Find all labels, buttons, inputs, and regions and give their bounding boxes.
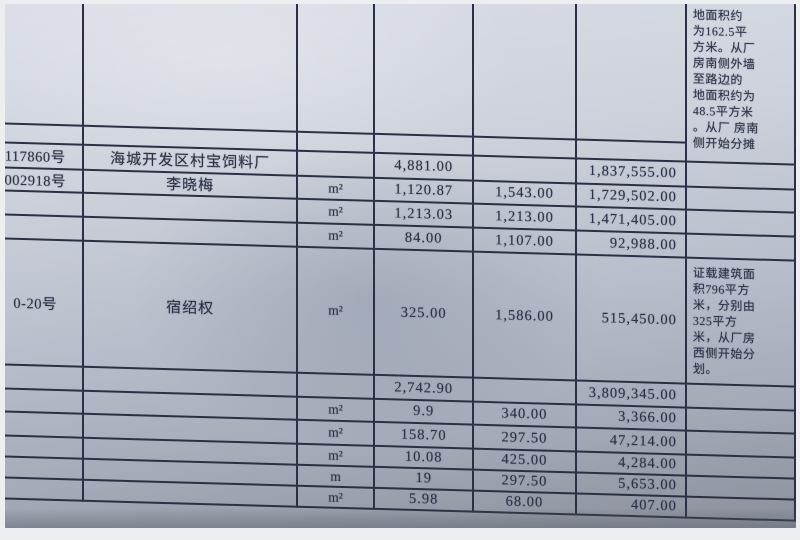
amount-cell: 47,214.00 bbox=[575, 427, 686, 455]
amount-cell: 4,284.00 bbox=[575, 451, 686, 476]
area-cell: 9.9 bbox=[374, 398, 474, 425]
area-cell: 158.70 bbox=[374, 421, 474, 449]
data-table: 地面积约 为162.5平 方米。从厂 房南侧外墙 至路边的 地面积约为 48.5平方米 。从厂… bbox=[5, 4, 796, 522]
area-cell: 1,213.03 bbox=[374, 200, 474, 228]
unit-cell: m² bbox=[296, 246, 375, 375]
empty-cell bbox=[296, 372, 375, 399]
amount-cell: 3,366.00 bbox=[575, 404, 686, 431]
empty-cell bbox=[5, 4, 84, 126]
empty-cell bbox=[5, 477, 84, 501]
certificate-no-cell: 0-20号 bbox=[5, 238, 84, 367]
empty-cell bbox=[685, 233, 795, 261]
empty-cell bbox=[685, 407, 795, 434]
area-cell: 84.00 bbox=[374, 224, 474, 252]
unit-cell: m² bbox=[296, 485, 375, 509]
amount-cell: 515,450.00 bbox=[575, 254, 686, 384]
empty-cell bbox=[473, 155, 576, 184]
unit-price-cell: 340.00 bbox=[473, 401, 576, 428]
amount-cell: 5,653.00 bbox=[575, 472, 686, 497]
table-skew-wrapper: 地面积约 为162.5平 方米。从厂 房南侧外墙 至路边的 地面积约为 48.5平方米 。从厂… bbox=[5, 4, 796, 522]
empty-cell bbox=[473, 377, 576, 405]
paper-bottom-shadow bbox=[5, 508, 796, 528]
area-cell: 1,120.87 bbox=[374, 177, 474, 204]
amount-cell: 1,729,502.00 bbox=[575, 183, 686, 210]
empty-cell bbox=[5, 411, 84, 438]
amount-cell: 92,988.00 bbox=[575, 230, 686, 258]
unit-cell: m² bbox=[296, 396, 375, 422]
empty-cell bbox=[685, 430, 795, 458]
owner-name-cell: 宿绍权 bbox=[83, 240, 297, 373]
unit-price-cell: 1,213.00 bbox=[473, 203, 576, 231]
empty-cell bbox=[685, 161, 795, 190]
empty-cell bbox=[5, 214, 84, 241]
area-cell: 325.00 bbox=[374, 248, 474, 378]
empty-cell bbox=[685, 383, 795, 411]
unit-price-cell: 1,586.00 bbox=[473, 251, 576, 381]
unit-cell: m² bbox=[296, 198, 375, 225]
empty-cell bbox=[685, 475, 795, 500]
certificate-no-cell: 117860号 bbox=[5, 142, 84, 170]
empty-cell bbox=[296, 131, 375, 153]
notes-cell: 地面积约 为162.5平 方米。从厂 房南侧外墙 至路边的 地面积约为 48.5平方米 。从厂… bbox=[685, 4, 795, 165]
empty-cell bbox=[296, 150, 375, 178]
empty-cell bbox=[5, 388, 84, 414]
unit-price-cell: 297.50 bbox=[473, 424, 576, 452]
empty-cell bbox=[5, 364, 84, 391]
area-cell: 4,881.00 bbox=[374, 152, 474, 181]
unit-price-cell: 1,543.00 bbox=[473, 180, 576, 207]
certificate-no-cell: 002918号 bbox=[5, 167, 84, 193]
unit-cell: m² bbox=[296, 222, 375, 249]
empty-cell bbox=[575, 4, 686, 143]
notes-cell: 证载建筑面 积796平方 米，分别由 325平方 米，从厂房 西侧开始分 划。 bbox=[685, 257, 795, 387]
table-body: 地面积约 为162.5平 方米。从厂 房南侧外墙 至路边的 地面积约为 48.5平方米 。从厂… bbox=[5, 4, 795, 521]
empty-cell bbox=[685, 186, 795, 213]
unit-price-cell: 297.50 bbox=[473, 469, 576, 494]
empty-cell bbox=[685, 454, 795, 479]
document-paper: 地面积约 为162.5平 方米。从厂 房南侧外墙 至路边的 地面积约为 48.5平方米 。从厂… bbox=[5, 4, 796, 528]
empty-cell bbox=[473, 4, 576, 140]
unit-cell: m² bbox=[296, 175, 375, 201]
amount-cell: 1,837,555.00 bbox=[575, 158, 686, 187]
area-cell: 10.08 bbox=[374, 445, 474, 470]
unit-price-cell: 1,107.00 bbox=[473, 227, 576, 255]
unit-price-cell: 425.00 bbox=[473, 448, 576, 473]
unit-cell: m² bbox=[296, 419, 375, 446]
unit-cell: m bbox=[296, 464, 375, 488]
empty-cell bbox=[5, 456, 84, 480]
empty-cell bbox=[374, 4, 474, 137]
empty-cell bbox=[83, 4, 297, 132]
note-line: 划。 bbox=[692, 361, 718, 377]
empty-cell bbox=[296, 4, 375, 134]
empty-cell bbox=[685, 209, 795, 237]
empty-cell bbox=[5, 435, 84, 459]
unit-cell: m² bbox=[296, 443, 375, 467]
area-cell: 19 bbox=[374, 466, 474, 491]
amount-cell: 1,471,405.00 bbox=[575, 206, 686, 234]
table-row: 地面积约 为162.5平 方米。从厂 房南侧外墙 至路边的 地面积约为 48.5平方米 。从厂… bbox=[5, 4, 795, 165]
amount-cell: 3,809,345.00 bbox=[575, 380, 686, 408]
table-row: 0-20号 宿绍权 m² 325.00 1,586.00 515,450.00 证载建筑面积… bbox=[5, 238, 795, 387]
area-cell: 2,742.90 bbox=[374, 374, 474, 402]
note-line: 侧开始分摊 bbox=[692, 135, 756, 152]
empty-cell bbox=[5, 190, 84, 217]
empty-cell bbox=[5, 123, 84, 145]
